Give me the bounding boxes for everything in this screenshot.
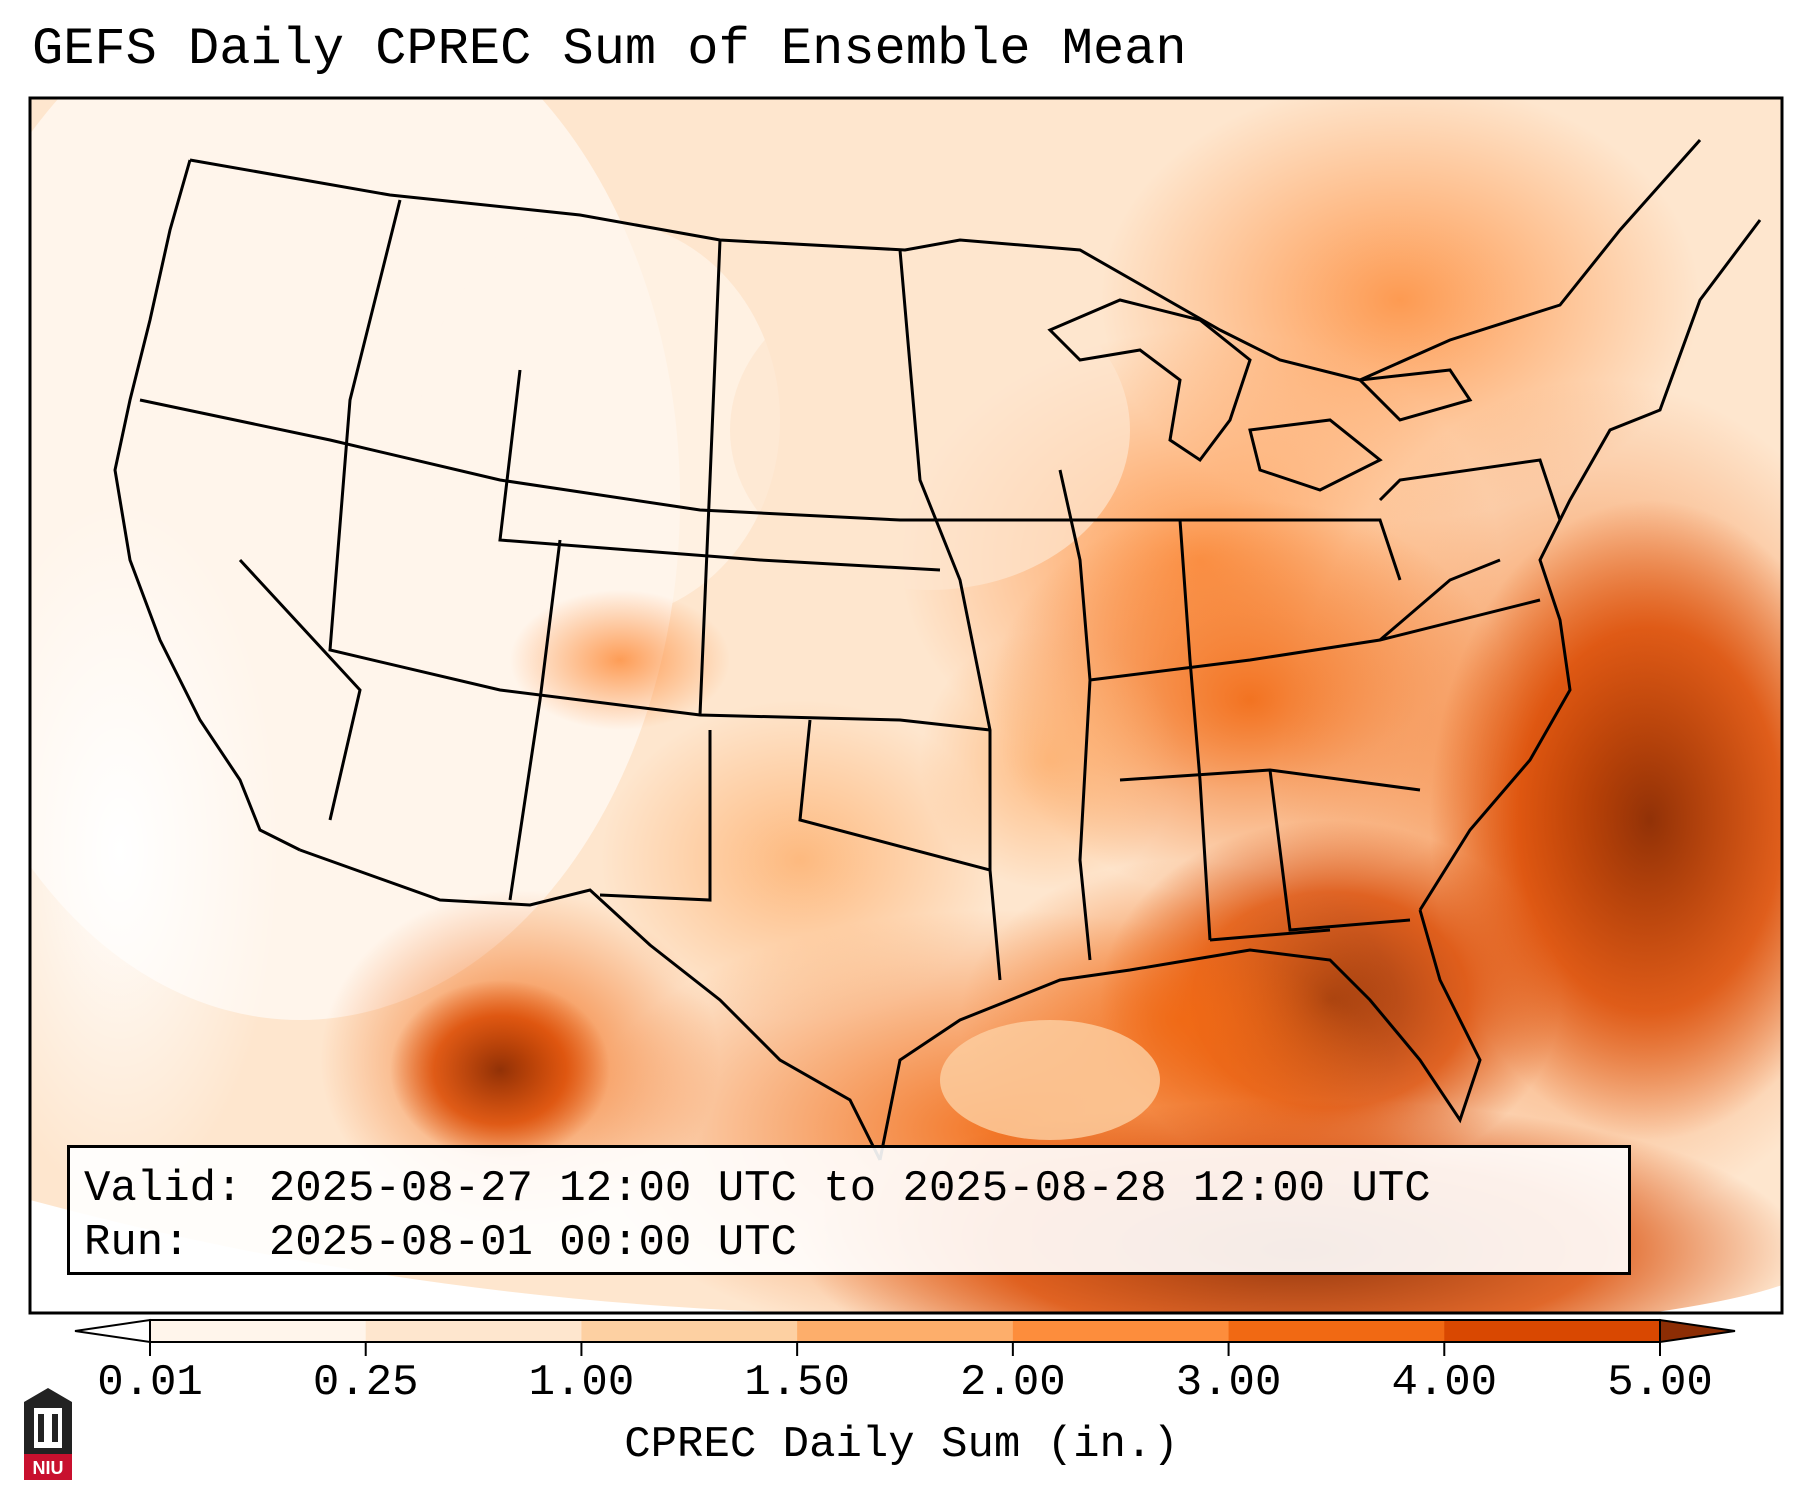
run-value: 2025-08-01 00:00 UTC — [268, 1218, 797, 1268]
colorbar-tick-label: 4.00 — [1391, 1358, 1498, 1408]
colorbar-segment — [1228, 1320, 1445, 1342]
map-frame — [28, 96, 1784, 1315]
colorbar-tick-label: 3.00 — [1175, 1358, 1282, 1408]
run-label: Run: — [84, 1218, 190, 1268]
page-title: GEFS Daily CPREC Sum of Ensemble Mean — [32, 20, 1187, 79]
colorbar-segment — [1012, 1320, 1230, 1342]
niu-logo-icon: NIU — [24, 1388, 72, 1480]
logo-text: NIU — [33, 1458, 64, 1478]
colorbar-tick-label: 2.00 — [960, 1358, 1066, 1408]
colorbar-label: CPREC Daily Sum (in.) — [624, 1420, 1179, 1470]
colorbar-segment — [797, 1320, 1014, 1342]
colorbar-tick-label: 1.50 — [744, 1358, 850, 1408]
boundaries — [113, 139, 1762, 1161]
colorbar-outline — [149, 1319, 1661, 1343]
colorbar-extend-low — [74, 1318, 151, 1344]
colorbar-segment — [365, 1320, 582, 1342]
info-box: Valid: 2025-08-27 12:00 UTC to 2025-08-2… — [67, 1145, 1631, 1275]
colorbar — [74, 1318, 1736, 1356]
colorbar-segment — [150, 1320, 367, 1342]
valid-label: Valid: — [84, 1164, 243, 1214]
colorbar-tick-label: 0.25 — [312, 1358, 419, 1408]
colorbar-tick-label: 0.01 — [97, 1358, 203, 1408]
colorbar-extend-high — [1659, 1318, 1736, 1344]
colorbar-tick-label: 5.00 — [1607, 1358, 1713, 1408]
colorbar-tick-label: 1.00 — [528, 1358, 635, 1408]
valid-value: 2025-08-27 12:00 UTC to 2025-08-28 12:00… — [268, 1164, 1431, 1214]
colorbar-segment — [581, 1320, 798, 1342]
colorbar-segment — [1444, 1320, 1661, 1342]
